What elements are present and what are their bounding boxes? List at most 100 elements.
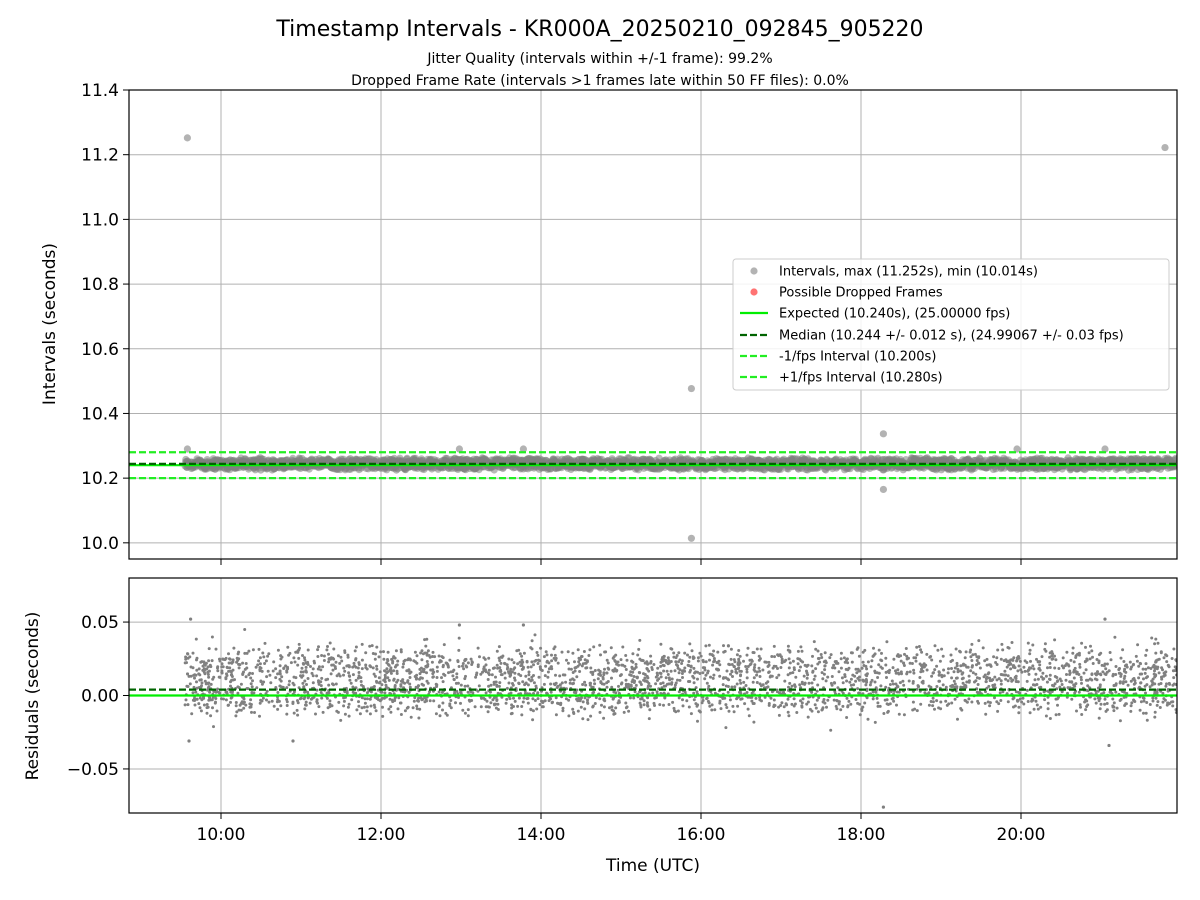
residual-point <box>721 683 725 687</box>
residual-point <box>658 703 662 707</box>
residual-point <box>800 705 804 709</box>
residual-point <box>885 698 889 702</box>
residual-point <box>876 676 880 679</box>
residual-point <box>1056 679 1060 683</box>
residual-point <box>1137 664 1141 668</box>
intervals-y-ticks: 10.010.210.410.610.811.011.211.4 <box>81 81 129 554</box>
residual-point <box>1099 651 1103 655</box>
residual-point <box>1160 666 1164 670</box>
residual-point <box>304 703 307 707</box>
residual-point <box>370 644 374 648</box>
residual-point <box>812 677 816 681</box>
residual-point <box>959 669 962 673</box>
residual-point <box>567 698 571 702</box>
residual-point <box>338 661 342 665</box>
residual-point <box>669 669 673 673</box>
residual-point <box>1057 667 1061 670</box>
residual-point <box>614 653 618 657</box>
residual-point <box>262 680 266 684</box>
residual-point <box>829 653 833 657</box>
residual-point <box>535 707 539 711</box>
residual-point <box>423 638 427 642</box>
residual-point <box>575 675 579 679</box>
residual-point <box>210 659 214 663</box>
residual-point <box>403 681 407 685</box>
residual-point <box>876 701 880 705</box>
residual-point <box>294 650 298 654</box>
residual-point <box>454 701 457 705</box>
residual-point <box>291 702 295 705</box>
residual-point <box>452 678 456 682</box>
residual-point <box>1009 667 1013 671</box>
residual-point <box>1079 705 1082 709</box>
residual-point <box>258 656 262 660</box>
residual-point <box>459 701 462 705</box>
residual-point <box>659 642 663 646</box>
residual-point <box>1011 658 1015 662</box>
residual-point <box>811 654 814 658</box>
residual-point <box>796 662 800 666</box>
residual-point <box>1094 701 1098 705</box>
residual-point <box>680 662 684 665</box>
residual-point <box>950 685 954 689</box>
residual-point <box>302 662 306 666</box>
residual-point <box>513 678 517 682</box>
residual-point <box>387 663 391 667</box>
residual-point <box>606 666 610 670</box>
residual-point <box>190 712 194 716</box>
residual-point <box>1152 672 1156 676</box>
residual-point <box>662 691 666 695</box>
residual-point <box>941 683 945 687</box>
residual-point <box>649 684 652 688</box>
residual-point <box>772 644 776 648</box>
residual-point <box>800 649 804 653</box>
residual-point <box>942 668 946 672</box>
residual-point <box>678 668 682 672</box>
residual-point <box>193 703 197 707</box>
residual-point <box>1163 698 1167 702</box>
residual-point <box>711 663 715 667</box>
residual-point <box>624 678 628 682</box>
residual-point <box>806 715 810 719</box>
residual-point <box>744 665 748 668</box>
residual-point <box>319 684 323 688</box>
residual-point <box>997 677 1001 681</box>
residual-point <box>935 685 939 688</box>
residual-point <box>327 683 331 687</box>
residual-point <box>518 652 522 656</box>
residual-point <box>965 680 969 684</box>
interval-outlier-point <box>1101 445 1109 453</box>
residual-point <box>692 676 696 680</box>
residual-point <box>542 655 546 659</box>
residual-point <box>798 683 802 687</box>
residual-point <box>915 645 919 649</box>
residual-point <box>1048 717 1052 720</box>
residual-point <box>911 708 915 712</box>
residual-point <box>304 665 308 669</box>
residual-point <box>585 666 589 670</box>
residual-point <box>354 678 358 682</box>
residual-point <box>715 667 718 671</box>
residual-point <box>672 651 676 655</box>
residual-point <box>998 691 1002 695</box>
residual-point <box>236 652 240 656</box>
residual-point <box>1013 704 1017 708</box>
residual-point <box>822 672 826 676</box>
residual-point <box>505 697 509 701</box>
residual-point <box>396 707 400 711</box>
y-tick-label: 11.4 <box>81 81 119 101</box>
residual-point <box>1151 681 1155 685</box>
residual-point <box>1072 676 1076 680</box>
residual-point <box>238 703 242 707</box>
residual-point <box>497 656 501 660</box>
residual-point <box>536 697 540 701</box>
residual-point <box>516 662 520 666</box>
residual-point <box>1001 690 1005 694</box>
residual-point <box>1154 651 1158 655</box>
residual-point <box>317 665 321 669</box>
residual-point <box>1135 659 1139 663</box>
residual-point <box>976 683 980 686</box>
residual-point <box>329 672 333 676</box>
residual-point <box>831 666 835 670</box>
residual-point <box>355 708 359 712</box>
